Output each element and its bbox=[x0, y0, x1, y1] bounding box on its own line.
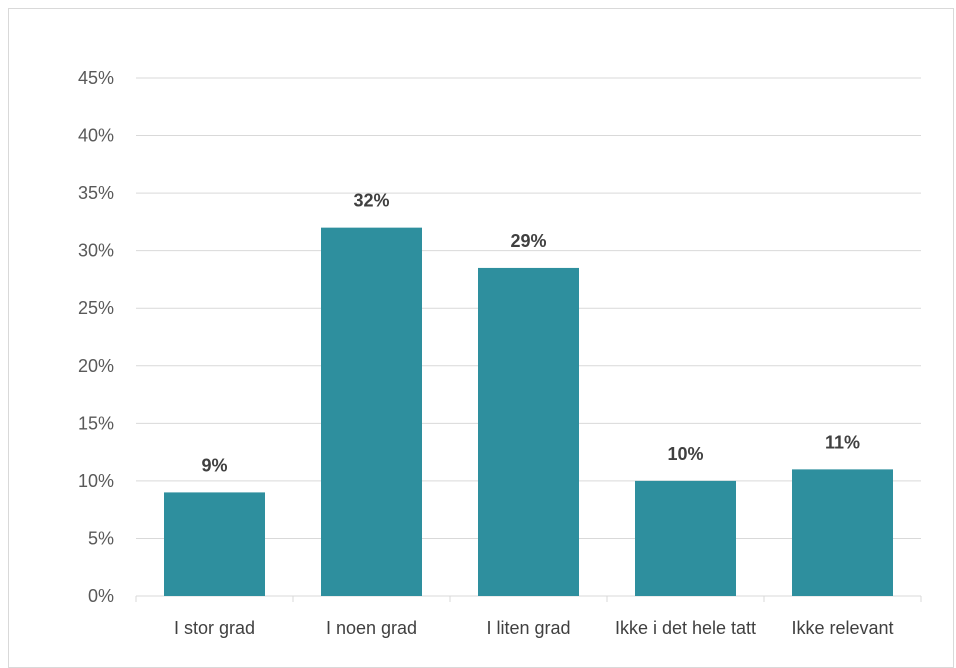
y-tick-label: 20% bbox=[78, 356, 114, 376]
y-tick-label: 15% bbox=[78, 413, 114, 433]
bar bbox=[321, 228, 422, 596]
y-tick-label: 10% bbox=[78, 471, 114, 491]
y-tick-label: 45% bbox=[78, 68, 114, 88]
x-category-label: I liten grad bbox=[486, 618, 570, 638]
y-tick-label: 0% bbox=[88, 586, 114, 606]
x-category-label: Ikke relevant bbox=[791, 618, 893, 638]
y-tick-label: 30% bbox=[78, 241, 114, 261]
bar bbox=[635, 481, 736, 596]
x-category-label: I noen grad bbox=[326, 618, 417, 638]
data-label: 29% bbox=[510, 231, 546, 251]
y-tick-label: 35% bbox=[78, 183, 114, 203]
data-label: 32% bbox=[353, 191, 389, 211]
bar bbox=[792, 469, 893, 596]
x-category-label: Ikke i det hele tatt bbox=[615, 618, 756, 638]
bar bbox=[164, 492, 265, 596]
data-label: 9% bbox=[201, 455, 227, 475]
y-tick-label: 5% bbox=[88, 528, 114, 548]
data-label: 11% bbox=[825, 432, 860, 452]
y-tick-label: 25% bbox=[78, 298, 114, 318]
data-label: 10% bbox=[667, 444, 703, 464]
bar bbox=[478, 268, 579, 596]
y-tick-label: 40% bbox=[78, 126, 114, 146]
x-category-label: I stor grad bbox=[174, 618, 255, 638]
